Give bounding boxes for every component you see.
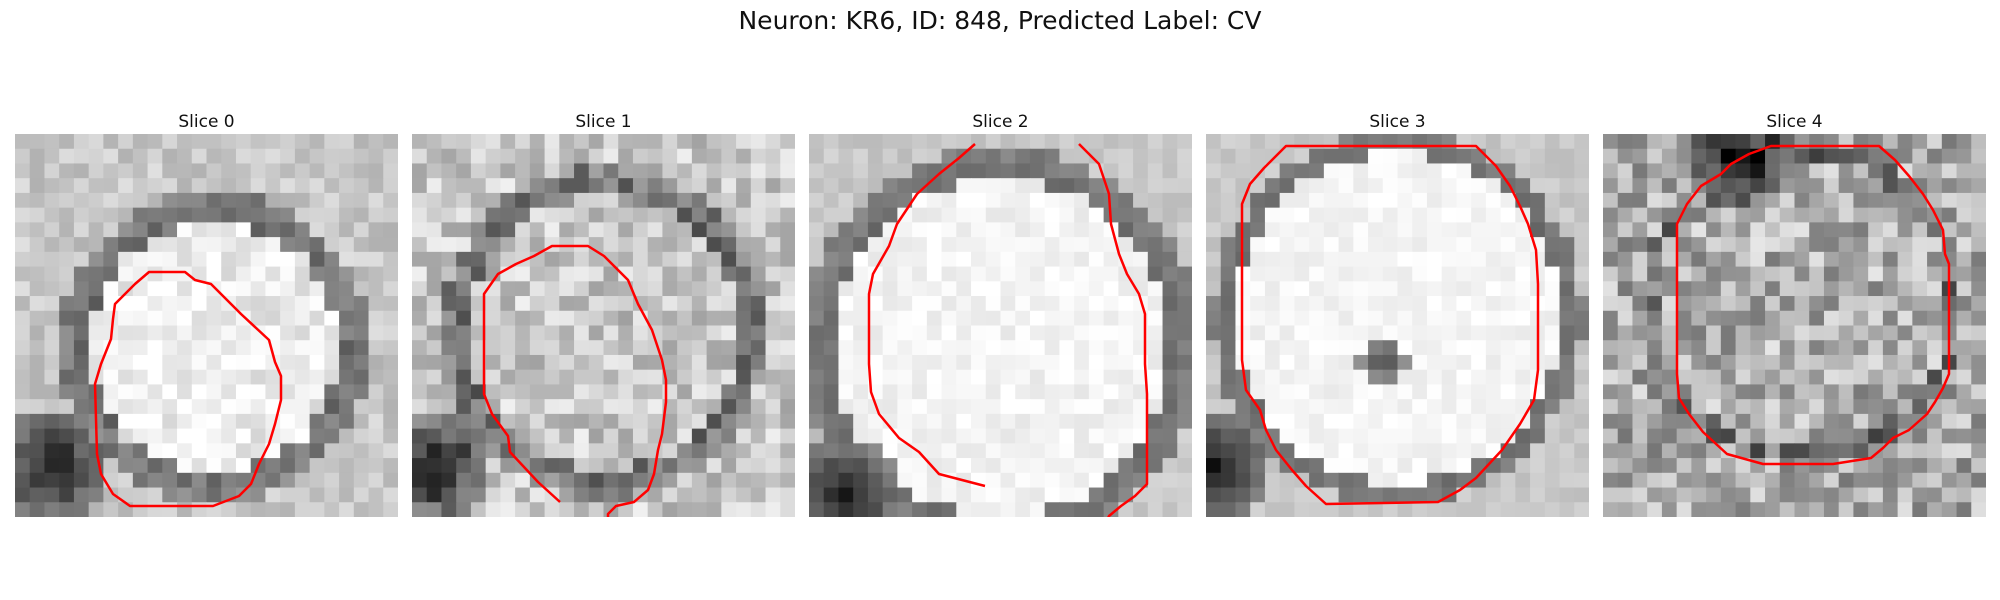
slice-panel-3: Slice 3 — [1206, 110, 1589, 517]
segmentation-contour — [93, 270, 283, 508]
slice-title: Slice 4 — [1766, 112, 1823, 132]
slice-title: Slice 1 — [575, 112, 632, 132]
slice-panel-4: Slice 4 — [1603, 110, 1986, 517]
slice-title: Slice 0 — [178, 112, 235, 132]
segmentation-contour — [1675, 144, 1951, 466]
slice-image-3 — [1206, 134, 1589, 517]
figure-title: Neuron: KR6, ID: 848, Predicted Label: C… — [738, 6, 1262, 35]
slice-title: Slice 3 — [1369, 112, 1426, 132]
slice-panel-0: Slice 0 — [15, 110, 398, 517]
segmentation-contour — [1240, 144, 1540, 506]
segmentation-contour — [482, 244, 668, 517]
slice-title: Slice 2 — [972, 112, 1029, 132]
segmentation-contour — [867, 143, 1149, 517]
slice-image-0 — [15, 134, 398, 517]
slice-image-2 — [809, 134, 1192, 517]
slice-image-4 — [1603, 134, 1986, 517]
slice-image-1 — [412, 134, 795, 517]
slice-panel-2: Slice 2 — [809, 110, 1192, 517]
slice-panel-1: Slice 1 — [412, 110, 795, 517]
